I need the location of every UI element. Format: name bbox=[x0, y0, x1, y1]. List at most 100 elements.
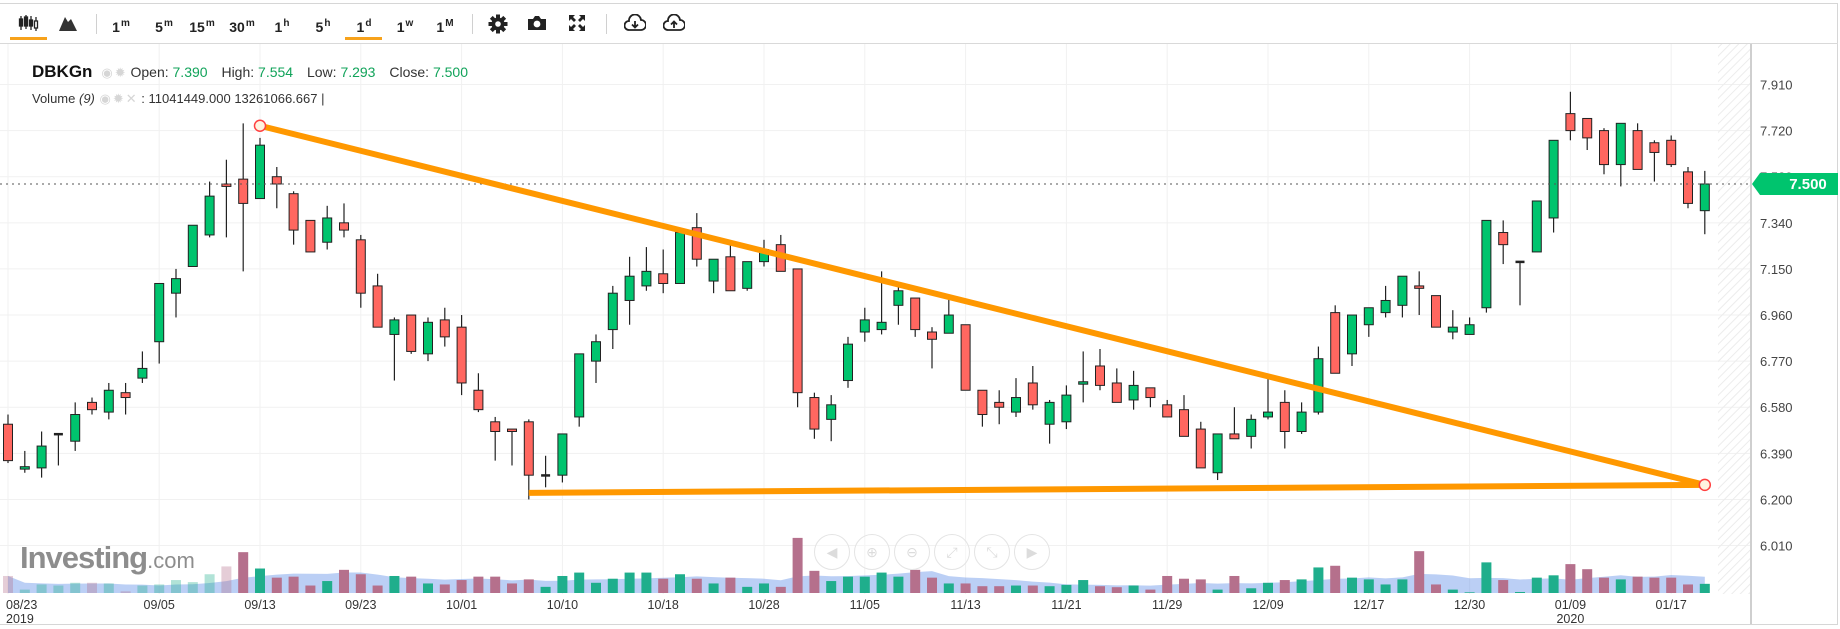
interval-1m[interactable]: 1m bbox=[112, 12, 130, 36]
candle bbox=[137, 351, 148, 383]
volume-bar bbox=[1179, 578, 1189, 593]
scroll-left-icon: ◀ bbox=[826, 544, 838, 560]
fullscreen-button[interactable] bbox=[568, 12, 586, 36]
screenshot-button[interactable] bbox=[527, 12, 547, 36]
candle-body bbox=[221, 183, 232, 187]
interval-1h[interactable]: 1h bbox=[275, 12, 290, 36]
candle-body bbox=[255, 144, 265, 200]
candle-body bbox=[960, 324, 971, 391]
date-tick-label: 11/29 bbox=[1152, 598, 1182, 612]
candle-body bbox=[675, 232, 685, 284]
candle bbox=[1363, 307, 1374, 337]
candle-body bbox=[826, 404, 837, 420]
candle bbox=[591, 334, 601, 383]
scroll-right-button[interactable]: ▶ bbox=[1014, 534, 1050, 570]
candle bbox=[1330, 305, 1341, 374]
candle-body bbox=[1666, 139, 1677, 166]
legend-cursor: | bbox=[321, 91, 325, 106]
volume-bar bbox=[1313, 567, 1324, 593]
candle bbox=[406, 314, 417, 354]
volume-bar bbox=[389, 575, 400, 593]
download-chart-button[interactable] bbox=[624, 12, 646, 36]
interval-1d[interactable]: 1d bbox=[357, 12, 372, 36]
volume-bar bbox=[1615, 579, 1626, 593]
volume-bar bbox=[775, 586, 786, 593]
zoom-in-button[interactable]: ⊕ bbox=[854, 534, 890, 570]
candle bbox=[1548, 139, 1559, 233]
candle bbox=[943, 298, 954, 334]
trendlines[interactable] bbox=[253, 119, 1712, 496]
candle bbox=[1515, 260, 1525, 306]
interval-15m[interactable]: 15m bbox=[189, 12, 214, 36]
scroll-left-button[interactable]: ◀ bbox=[814, 534, 850, 570]
candle bbox=[389, 317, 400, 381]
candle-body bbox=[120, 392, 131, 399]
volume-bar bbox=[1548, 575, 1559, 593]
close-icon[interactable]: ✕ bbox=[125, 91, 137, 106]
zoom-fit-button[interactable]: ⤢ bbox=[934, 534, 970, 570]
volume-legend: Volume (9) ◉ ✹ ✕ : 11041449.000 13261066.6… bbox=[32, 91, 325, 106]
candle-body bbox=[691, 227, 702, 260]
interval-5m[interactable]: 5m bbox=[155, 12, 173, 36]
volume-bar bbox=[1128, 585, 1139, 593]
upload-chart-button[interactable] bbox=[663, 12, 685, 36]
price-axis[interactable]: 7.9107.7207.5307.3407.1506.9606.7706.580… bbox=[1760, 78, 1793, 554]
candlestick-chart-button[interactable] bbox=[18, 12, 40, 36]
price-tick-label: 6.390 bbox=[1760, 446, 1793, 461]
zoom-reset-button[interactable]: ⤡ bbox=[974, 534, 1010, 570]
eye-icon[interactable]: ◉ bbox=[101, 65, 113, 80]
interval-number: 5 bbox=[315, 19, 324, 35]
date-tick-label: 10/18 bbox=[648, 598, 679, 612]
candle-body bbox=[1531, 200, 1542, 253]
candle-body bbox=[574, 353, 585, 418]
gear-icon[interactable]: ✹ bbox=[114, 65, 126, 80]
volume-bar bbox=[1011, 585, 1021, 593]
candle bbox=[1078, 351, 1089, 403]
candle-body bbox=[187, 224, 198, 267]
toolbar-separator bbox=[96, 14, 97, 34]
date-tick-label: 10/10 bbox=[547, 598, 578, 612]
volume-bar bbox=[355, 574, 366, 593]
candlestick-series bbox=[3, 91, 1710, 500]
settings-button[interactable] bbox=[488, 12, 508, 36]
candle bbox=[742, 261, 753, 291]
year-label: 2020 bbox=[1556, 612, 1584, 626]
gear-icon[interactable]: ✹ bbox=[112, 91, 124, 106]
candle-body bbox=[1111, 382, 1122, 403]
candle-body bbox=[927, 331, 937, 340]
volume-bar bbox=[1061, 584, 1072, 593]
eye-icon[interactable]: ◉ bbox=[99, 91, 111, 106]
candle-body bbox=[1683, 171, 1693, 204]
volume-bar bbox=[859, 576, 870, 593]
ohlc-legend: DBKGn ◉ ✹ Open: 7.390 High: 7.554 Low: 7.… bbox=[32, 62, 468, 82]
volume-bar bbox=[1279, 580, 1290, 593]
logo-suffix: .com bbox=[147, 548, 195, 573]
candle-body bbox=[1464, 324, 1475, 335]
interval-1w[interactable]: 1w bbox=[397, 12, 414, 36]
volume-bar bbox=[843, 576, 853, 593]
candle bbox=[1212, 433, 1223, 481]
date-tick-label: 09/23 bbox=[345, 598, 376, 612]
area-chart-button[interactable] bbox=[58, 12, 78, 36]
candle bbox=[859, 307, 870, 342]
last-price-value: 7.500 bbox=[1789, 176, 1827, 193]
candle-body bbox=[1078, 381, 1089, 385]
zoom-out-button[interactable]: ⊖ bbox=[894, 534, 930, 570]
price-tick-label: 6.200 bbox=[1760, 492, 1793, 507]
volume-bar bbox=[809, 570, 820, 593]
volume-bar bbox=[1447, 589, 1458, 593]
investing-logo: Investing.com bbox=[20, 540, 195, 576]
trendline-handle bbox=[1698, 478, 1712, 492]
zoom-out-icon: ⊖ bbox=[906, 544, 918, 560]
price-tick-label: 7.720 bbox=[1760, 124, 1793, 139]
interval-5h[interactable]: 5h bbox=[316, 12, 331, 36]
volume-bar bbox=[641, 572, 652, 593]
interval-30m[interactable]: 30m bbox=[229, 12, 254, 36]
low-value: 7.293 bbox=[340, 64, 376, 80]
interval-1M[interactable]: 1M bbox=[436, 12, 453, 36]
interval-active-indicator bbox=[345, 37, 382, 40]
volume-bar bbox=[893, 576, 904, 593]
candle bbox=[1632, 123, 1643, 170]
